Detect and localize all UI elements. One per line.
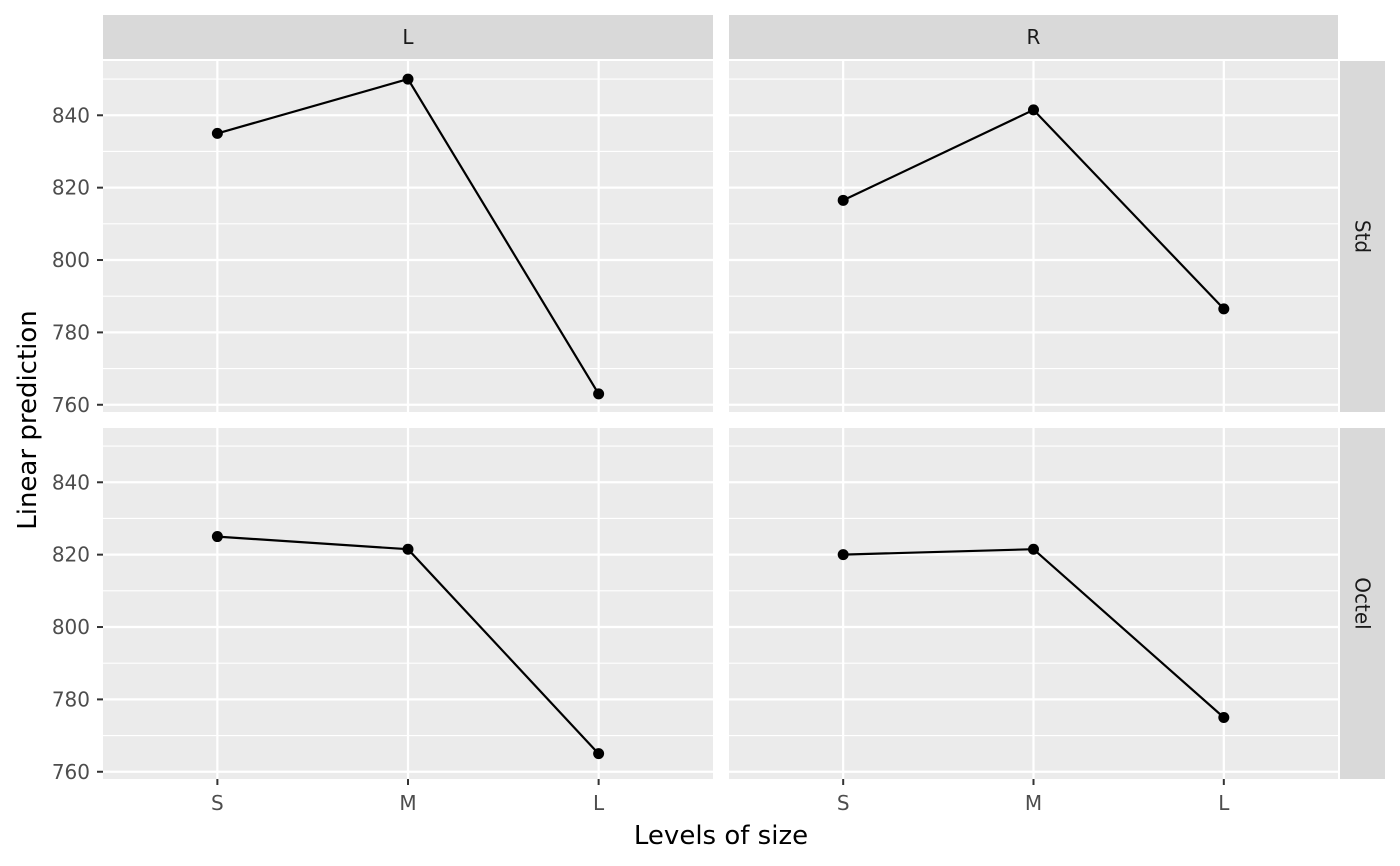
data-point-M (1028, 104, 1039, 116)
strip-top-R: R (729, 15, 1338, 59)
strip-right-std: Std (1340, 61, 1385, 412)
data-point-S (211, 127, 223, 139)
panel-L-std (103, 61, 713, 412)
x-tick-label: M (399, 791, 416, 815)
panel-R-std (729, 61, 1338, 412)
x-tick-label: M (1025, 791, 1042, 815)
strip-background (729, 15, 1338, 59)
y-tick-label: 800 (52, 615, 90, 639)
strip-background (1340, 428, 1385, 779)
strip-label: Octel (1351, 577, 1375, 629)
y-tick-label: 760 (52, 760, 90, 784)
panels-layer (103, 61, 1338, 779)
x-tick-label: L (593, 791, 605, 815)
data-point-S (837, 549, 849, 561)
strip-right-octel: Octel (1340, 428, 1385, 779)
strips-layer: L R Std Octel (103, 15, 1385, 779)
y-tick-label: 820 (52, 543, 90, 567)
y-tick-label: 840 (52, 470, 90, 494)
panel-L-octel (103, 428, 713, 779)
strip-background (1340, 61, 1385, 412)
x-tick-label: S (837, 791, 850, 815)
data-point-L (1218, 711, 1230, 723)
y-tick-label: 760 (52, 393, 90, 417)
data-point-M (402, 73, 414, 85)
strip-top-L: L (103, 15, 713, 59)
x-axis-title: Levels of size (634, 821, 808, 851)
strip-label: R (1027, 25, 1041, 49)
strip-background (103, 15, 713, 59)
y-axis-title: Linear prediction (13, 310, 43, 530)
data-point-L (1218, 303, 1230, 315)
strip-label: L (402, 25, 414, 49)
data-point-M (402, 543, 414, 555)
y-tick-label: 800 (52, 248, 90, 272)
x-tick-label: L (1218, 791, 1230, 815)
y-tick-label: 820 (52, 176, 90, 200)
x-tick-label: S (211, 791, 224, 815)
data-point-L (593, 748, 605, 760)
y-tick-label: 780 (52, 320, 90, 344)
y-tick-label: 780 (52, 687, 90, 711)
y-tick-label: 840 (52, 103, 90, 127)
panel-R-octel (729, 428, 1338, 779)
data-point-M (1028, 543, 1039, 555)
data-point-L (593, 388, 605, 400)
axes-layer: 760 780 800 820 840 760 780 800 820 840 S M L S M L (52, 103, 1230, 815)
strip-label: Std (1351, 220, 1375, 253)
data-point-S (211, 531, 223, 543)
data-point-S (837, 194, 849, 206)
